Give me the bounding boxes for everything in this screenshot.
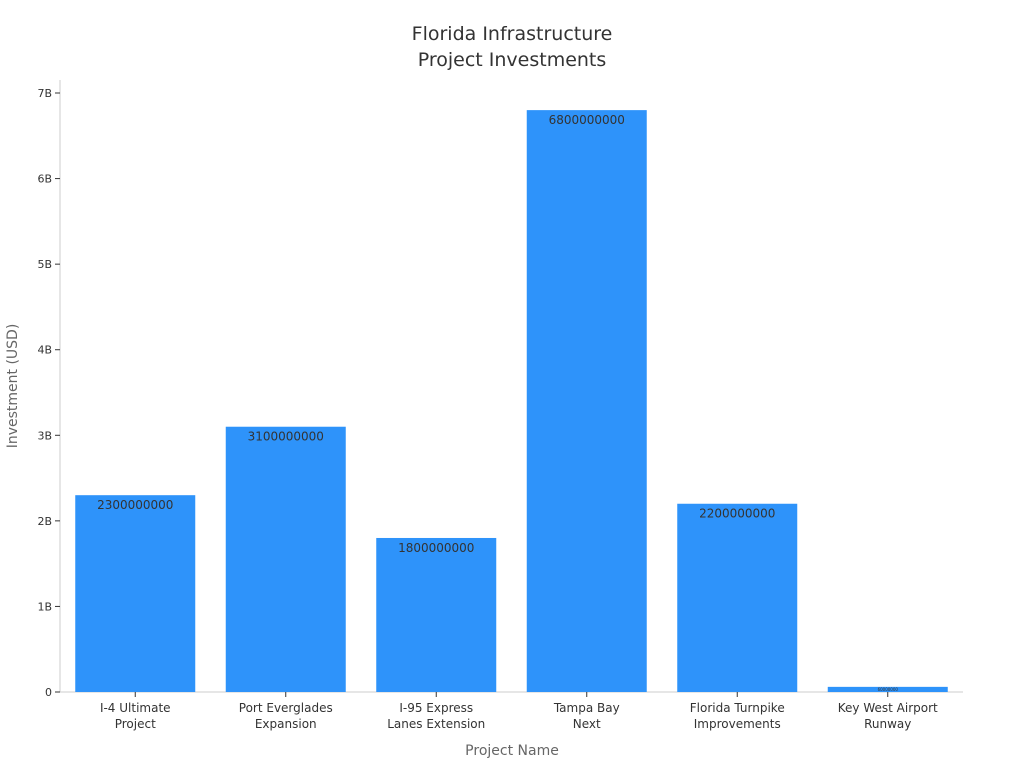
data-label: 60000000	[878, 687, 899, 692]
bar	[677, 503, 798, 692]
y-tick-label: 7B	[37, 87, 52, 100]
y-tick-label: 2B	[37, 515, 52, 528]
y-tick-label: 6B	[37, 173, 52, 186]
bar	[376, 537, 497, 692]
bar	[225, 426, 346, 692]
x-tick-label: I-95 Express	[399, 701, 473, 715]
data-label: 6800000000	[549, 113, 625, 127]
bar	[827, 686, 948, 692]
y-tick-label: 0	[45, 686, 52, 699]
x-tick-label: Tampa Bay	[553, 701, 620, 715]
data-label: 2200000000	[699, 507, 775, 521]
x-tick-label: Runway	[864, 717, 911, 731]
x-tick-label: Project	[115, 717, 156, 731]
chart-title: Project Investments	[418, 49, 607, 71]
y-axis-label: Investment (USD)	[5, 324, 21, 449]
x-tick-label: Improvements	[694, 717, 781, 731]
x-tick-label: Expansion	[255, 717, 317, 731]
x-tick-label: Port Everglades	[239, 701, 333, 715]
data-label: 3100000000	[248, 430, 324, 444]
x-tick-label: Florida Turnpike	[690, 701, 785, 715]
y-tick-label: 3B	[37, 429, 52, 442]
bar	[75, 495, 196, 692]
x-tick-label: Lanes Extension	[387, 717, 485, 731]
x-tick-label: I-4 Ultimate	[100, 701, 171, 715]
data-label: 1800000000	[398, 541, 474, 555]
data-label: 2300000000	[97, 498, 173, 512]
y-tick-label: 4B	[37, 344, 52, 357]
bar	[526, 110, 647, 692]
x-tick-label: Next	[573, 717, 601, 731]
chart-title: Florida Infrastructure	[412, 23, 613, 45]
y-tick-label: 5B	[37, 258, 52, 271]
x-tick-label: Key West Airport	[838, 701, 938, 715]
x-axis-label: Project Name	[465, 743, 559, 759]
y-tick-label: 1B	[37, 600, 52, 613]
